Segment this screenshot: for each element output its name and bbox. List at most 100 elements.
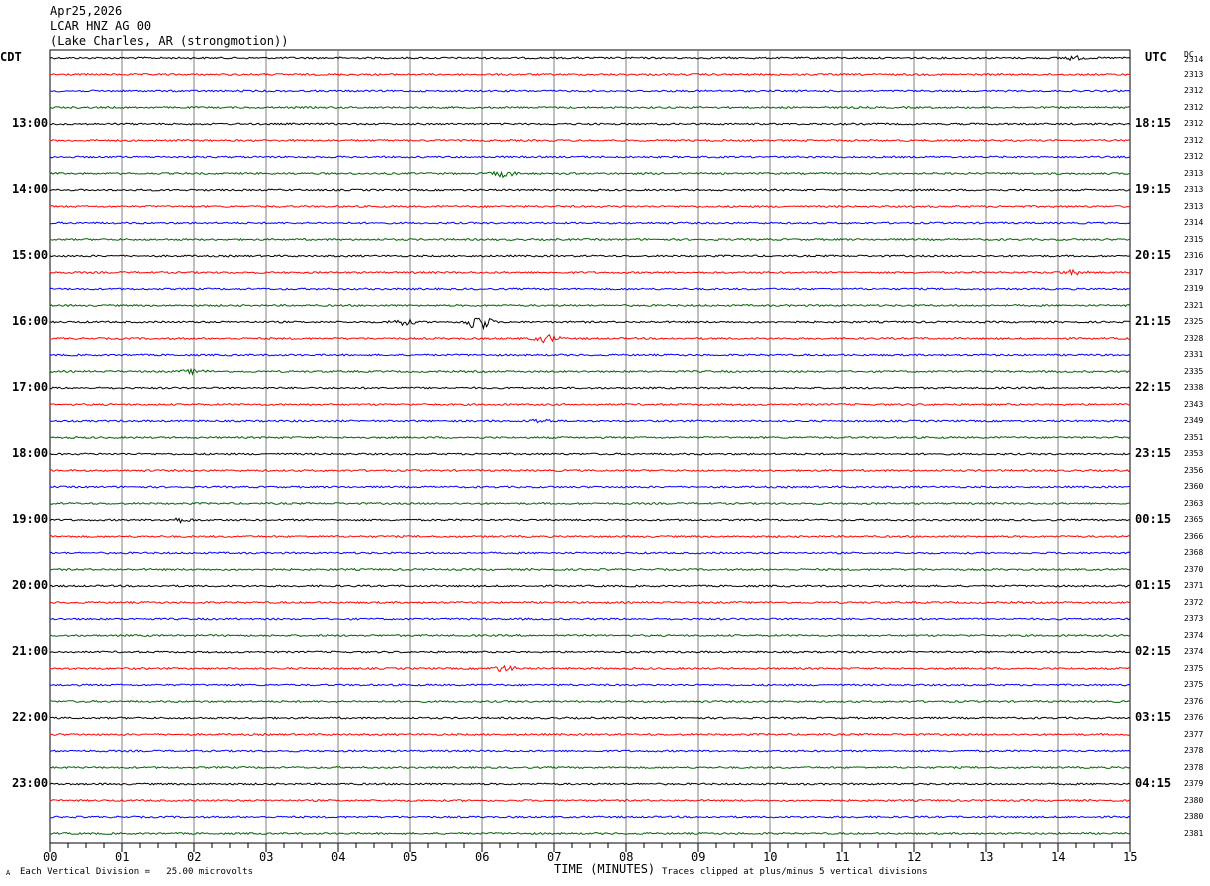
dc-offset-label: 2313 xyxy=(1184,201,1204,211)
right-timezone-label: UTC xyxy=(1145,50,1167,64)
dc-offset-label: 2381 xyxy=(1184,828,1204,838)
left-timezone-label: CDT xyxy=(0,50,22,64)
x-tick-label: 03 xyxy=(259,850,274,864)
dc-offset-label: 2377 xyxy=(1184,729,1204,739)
dc-offset-label: 2374 xyxy=(1184,647,1204,656)
trace-red xyxy=(49,268,1131,277)
dc-offset-label: 2314 xyxy=(1184,55,1204,64)
trace-blue xyxy=(49,353,1131,357)
left-hour-label: 15:00 xyxy=(12,248,49,262)
dc-offset-label: 2349 xyxy=(1184,416,1204,425)
x-tick-label: 05 xyxy=(403,850,418,864)
trace-black xyxy=(49,451,1131,456)
trace-green xyxy=(49,237,1131,242)
dc-offset-label: 2380 xyxy=(1184,812,1204,821)
dc-offset-label: 2353 xyxy=(1184,449,1204,458)
trace-red xyxy=(49,798,1131,803)
left-hour-label: 20:00 xyxy=(12,578,49,592)
trace-red xyxy=(49,664,1131,673)
x-tick-label: 01 xyxy=(115,850,130,864)
station-code: LCAR HNZ AG 00 xyxy=(50,19,152,33)
trace-black xyxy=(49,584,1130,588)
vertical-division-note: Each Vertical Division = 25.00 microvolt… xyxy=(20,867,253,877)
trace-blue xyxy=(49,683,1131,687)
trace-black xyxy=(49,650,1131,654)
right-hour-label: 04:15 xyxy=(1135,776,1172,790)
trace-red xyxy=(49,402,1131,407)
trace-blue xyxy=(49,485,1131,489)
dc-offset-label: 2376 xyxy=(1184,696,1204,706)
trace-green xyxy=(49,170,1131,179)
dc-offset-label: 2366 xyxy=(1184,531,1204,541)
dc-offset-label: 2360 xyxy=(1184,482,1204,491)
right-hour-label: 00:15 xyxy=(1135,512,1172,526)
trace-black xyxy=(49,55,1131,62)
dc-offset-label: 2312 xyxy=(1184,119,1204,128)
station-location: (Lake Charles, AR (strongmotion)) xyxy=(50,34,289,48)
dc-offset-label: 2380 xyxy=(1184,795,1204,805)
dc-label: DC xyxy=(1184,50,1194,59)
x-tick-label: 07 xyxy=(547,850,562,864)
dc-offset-label: 2328 xyxy=(1184,333,1204,343)
trace-green xyxy=(49,303,1131,308)
trace-green xyxy=(49,105,1131,110)
trace-blue xyxy=(49,155,1131,159)
trace-red xyxy=(49,204,1131,209)
right-hour-label: 02:15 xyxy=(1135,644,1172,658)
right-hour-label: 19:15 xyxy=(1135,182,1172,196)
dc-offset-label: 2375 xyxy=(1184,680,1204,689)
dc-offset-label: 2374 xyxy=(1184,630,1204,640)
dc-offset-label: 2313 xyxy=(1184,69,1204,79)
left-hour-label: 23:00 xyxy=(12,776,49,790)
x-tick-label: 13 xyxy=(979,850,994,864)
dc-offset-label: 2316 xyxy=(1184,251,1204,260)
trace-red xyxy=(49,468,1131,473)
trace-blue xyxy=(49,551,1131,555)
dc-offset-label: 2335 xyxy=(1184,366,1204,376)
left-hour-label: 19:00 xyxy=(12,512,49,526)
right-hour-label: 23:15 xyxy=(1135,446,1172,460)
right-hour-label: 22:15 xyxy=(1135,380,1172,394)
trace-green xyxy=(49,633,1131,638)
dc-offset-label: 2376 xyxy=(1184,713,1204,722)
trace-red xyxy=(49,72,1131,77)
dc-offset-label: 2372 xyxy=(1184,597,1204,607)
trace-black xyxy=(49,317,1131,331)
right-hour-label: 20:15 xyxy=(1135,248,1172,262)
x-tick-label: 08 xyxy=(619,850,634,864)
trace-black xyxy=(49,517,1131,524)
x-tick-label: 15 xyxy=(1123,850,1138,864)
dc-offset-label: 2379 xyxy=(1184,779,1204,788)
right-hour-label: 03:15 xyxy=(1135,710,1172,724)
x-tick-label: 12 xyxy=(907,850,922,864)
dc-offset-label: 2368 xyxy=(1184,548,1204,557)
dc-offset-label: 2365 xyxy=(1184,515,1204,524)
plot-date: Apr25,2026 xyxy=(50,4,123,18)
x-axis-title: TIME (MINUTES) xyxy=(554,862,656,876)
x-tick-label: 09 xyxy=(691,850,706,864)
trace-black xyxy=(49,188,1131,192)
left-hour-label: 21:00 xyxy=(12,644,49,658)
dc-offset-label: 2313 xyxy=(1184,168,1204,178)
dc-offset-label: 2312 xyxy=(1184,86,1204,95)
dc-offset-label: 2317 xyxy=(1184,267,1204,277)
trace-blue xyxy=(49,287,1131,291)
trace-red xyxy=(50,600,1131,605)
trace-green xyxy=(49,765,1131,770)
left-hour-label: 13:00 xyxy=(12,116,49,130)
dc-offset-label: 2312 xyxy=(1184,152,1204,161)
dc-offset-label: 2378 xyxy=(1184,746,1204,755)
trace-green xyxy=(49,367,1130,376)
clipping-note: Traces clipped at plus/minus 5 vertical … xyxy=(662,867,928,877)
trace-red xyxy=(49,334,1131,344)
trace-red xyxy=(49,732,1131,737)
trace-green xyxy=(49,435,1131,440)
right-hour-label: 01:15 xyxy=(1135,578,1172,592)
dc-offset-label: 2321 xyxy=(1184,300,1204,310)
right-hour-label: 18:15 xyxy=(1135,116,1172,130)
x-tick-label: 02 xyxy=(187,850,202,864)
dc-offset-label: 2378 xyxy=(1184,762,1204,772)
left-hour-label: 22:00 xyxy=(12,710,49,724)
x-tick-label: 00 xyxy=(43,850,58,864)
trace-red xyxy=(49,534,1131,539)
